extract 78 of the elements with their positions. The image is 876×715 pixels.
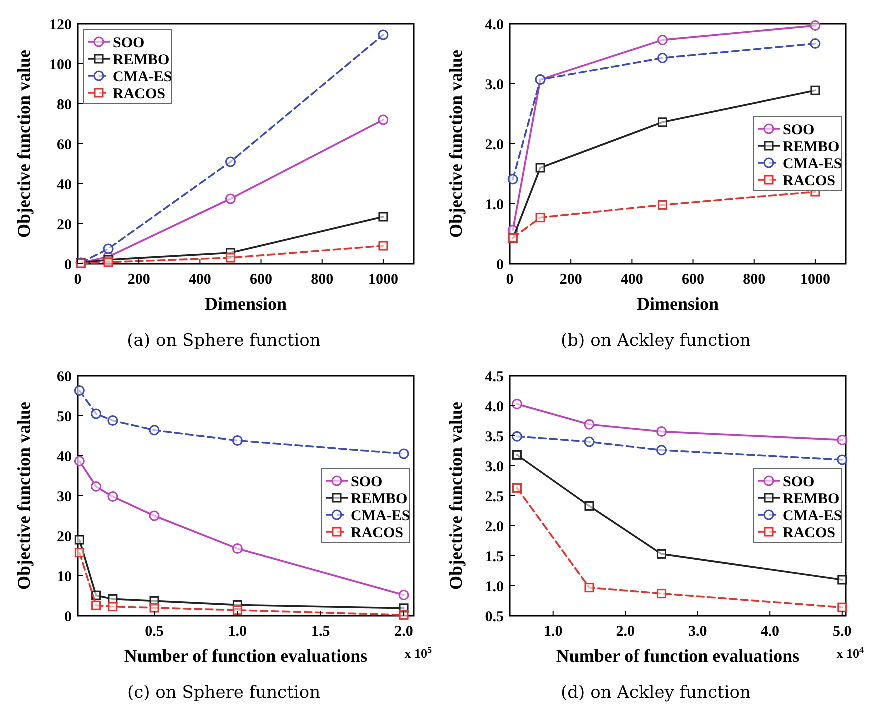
- y-tick-label: 4.0: [485, 17, 504, 34]
- x-tick-label: 2.0: [394, 624, 414, 640]
- legend-label: CMA-ES: [351, 508, 410, 524]
- y-tick-label: 0.5: [485, 609, 504, 626]
- legend-label: REMBO: [113, 52, 170, 68]
- text: (d) on Ackley function: [561, 683, 752, 703]
- legend-label: SOO: [351, 474, 383, 490]
- x-tick-label: 600: [682, 272, 705, 288]
- y-tick-label: 1.5: [485, 549, 504, 566]
- x-tick-label: 1.0: [228, 624, 248, 640]
- legend-label: SOO: [113, 35, 145, 52]
- y-tick-label: 100: [50, 57, 72, 74]
- y-tick-label: 0: [64, 609, 72, 626]
- x-axis-title: Number of function evaluations: [124, 646, 368, 666]
- text: x 10$^{4}$: [836, 645, 864, 661]
- legend-label: REMBO: [783, 491, 840, 508]
- y-axis-title: Objective function value: [14, 402, 34, 590]
- x-tick-label: 1.0: [544, 624, 563, 640]
- y-axis-title: Objective function value: [446, 402, 466, 590]
- y-tick-label: 40: [57, 449, 72, 466]
- y-tick-label: 0: [64, 257, 72, 274]
- legend-label: CMA-ES: [113, 69, 172, 86]
- x-tick-label: 5.0: [833, 624, 852, 640]
- y-axis-title: Objective function value: [14, 50, 34, 238]
- y-tick-label: 2.0: [485, 519, 504, 536]
- x-tick-label: 2.0: [616, 624, 635, 640]
- legend-label: REMBO: [783, 139, 840, 156]
- legend-label: CMA-ES: [783, 156, 842, 172]
- x-tick-label: 0: [506, 272, 514, 288]
- text: (a) on Sphere function: [127, 331, 321, 351]
- y-tick-label: 3.5: [485, 429, 504, 446]
- y-tick-label: 2.0: [485, 137, 504, 154]
- y-tick-label: 3.0: [485, 77, 504, 94]
- x-tick-label: 200: [560, 272, 582, 288]
- x-axis-title: Number of function evaluations: [556, 646, 800, 666]
- legend-label: SOO: [783, 474, 815, 490]
- y-tick-label: 10: [57, 569, 72, 586]
- x-axis-title: Dimension: [204, 294, 288, 314]
- y-tick-label: 120: [50, 17, 72, 34]
- y-tick-label: 50: [57, 409, 72, 426]
- y-tick-label: 20: [57, 529, 72, 546]
- x-tick-label: 600: [250, 272, 273, 288]
- y-axis-title: Objective function value: [446, 50, 466, 238]
- y-tick-label: 20: [57, 217, 72, 234]
- text: (c) on Sphere function: [127, 683, 321, 703]
- x-tick-label: 200: [128, 272, 150, 288]
- x-tick-label: 1.5: [311, 624, 330, 640]
- legend-label: RACOS: [113, 86, 166, 102]
- y-tick-label: 60: [57, 369, 72, 386]
- y-tick-label: 4.5: [485, 369, 504, 386]
- x-tick-label: 400: [188, 272, 212, 288]
- y-tick-label: 1.0: [485, 197, 504, 214]
- y-tick-label: 30: [57, 489, 72, 506]
- y-tick-label: 2.5: [485, 489, 504, 506]
- legend-label: CMA-ES: [783, 508, 842, 524]
- x-tick-label: 1000: [800, 272, 830, 288]
- y-tick-label: 1.0: [485, 579, 504, 596]
- y-tick-label: 60: [57, 137, 72, 154]
- text: x 10$^{5}$: [404, 645, 432, 661]
- legend-label: REMBO: [351, 491, 408, 508]
- y-tick-label: 4.0: [485, 399, 504, 416]
- legend-label: RACOS: [783, 525, 836, 542]
- legend-label: RACOS: [351, 525, 404, 542]
- x-tick-label: 800: [311, 272, 334, 288]
- x-tick-label: 0.5: [145, 624, 164, 640]
- x-tick-label: 4.0: [760, 624, 780, 640]
- x-tick-label: 3.0: [688, 624, 708, 640]
- text: (b) on Ackley function: [561, 331, 752, 351]
- x-tick-label: 800: [743, 272, 766, 288]
- x-tick-label: 1000: [368, 272, 398, 288]
- y-tick-label: 40: [57, 177, 72, 194]
- legend-label: RACOS: [783, 173, 836, 190]
- x-tick-label: 400: [620, 272, 644, 288]
- y-tick-label: 0: [496, 257, 504, 274]
- y-tick-label: 3.0: [485, 459, 504, 476]
- x-axis-title: Dimension: [636, 294, 720, 314]
- legend-label: SOO: [783, 122, 815, 138]
- y-tick-label: 80: [57, 97, 72, 114]
